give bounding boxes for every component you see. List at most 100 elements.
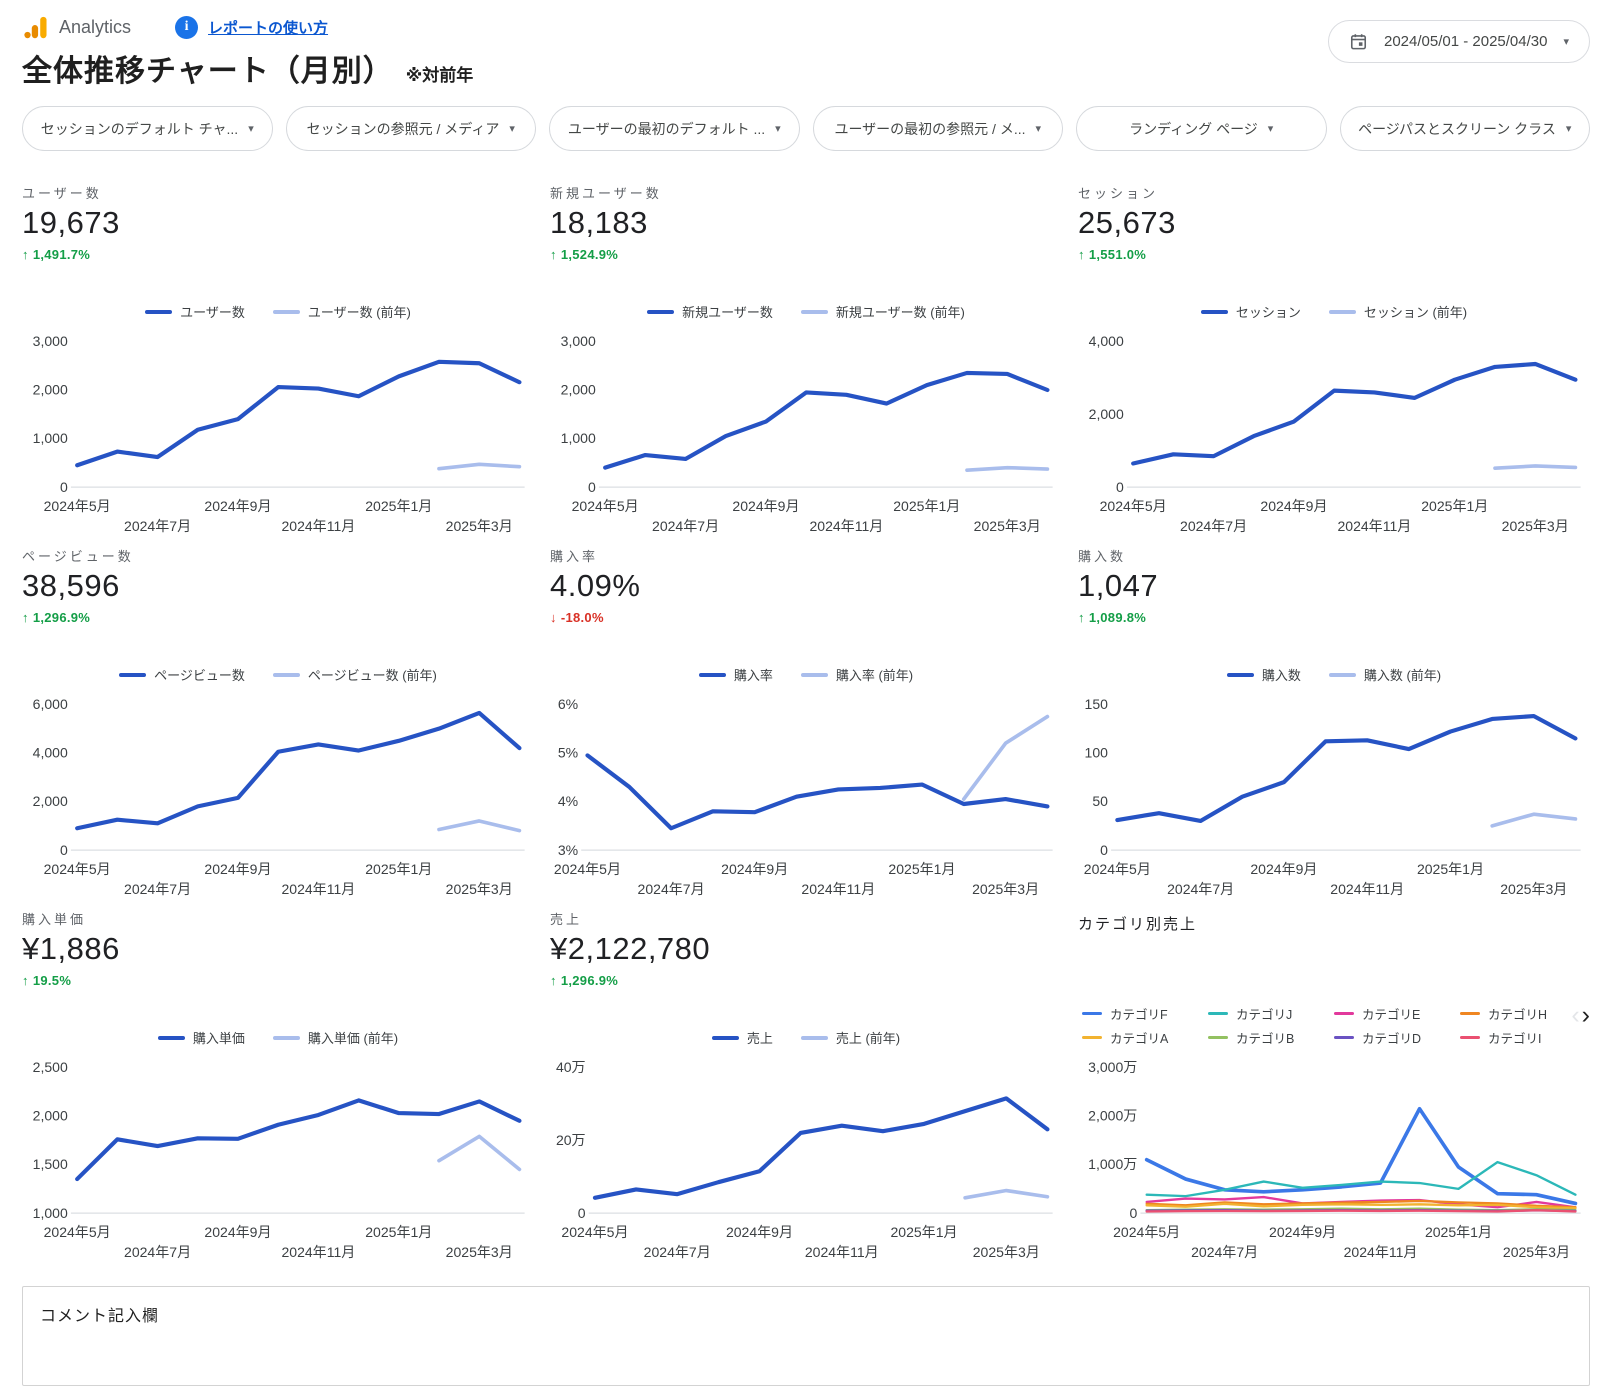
svg-text:2024年5月: 2024年5月 xyxy=(44,1224,111,1240)
svg-text:3%: 3% xyxy=(558,842,578,858)
legend-label: カテゴリJ xyxy=(1236,1008,1293,1022)
chart-card-header: セッション 25,673 ↑ 1,551.0% xyxy=(1078,183,1590,275)
legend-item: 新規ユーザー数 xyxy=(647,302,773,321)
svg-text:2024年11月: 2024年11月 xyxy=(1337,518,1411,534)
delta-up-icon: ↑ xyxy=(1078,610,1085,625)
legend-item: 売上 (前年) xyxy=(800,1028,900,1047)
help-link[interactable]: レポートの使い方 xyxy=(208,19,329,37)
legend-item: カテゴリE xyxy=(1334,1004,1460,1023)
svg-text:2024年9月: 2024年9月 xyxy=(204,861,271,877)
legend-label: 購入数 xyxy=(1261,668,1301,683)
svg-text:2024年9月: 2024年9月 xyxy=(1269,1224,1336,1240)
svg-text:3,000: 3,000 xyxy=(33,333,68,349)
delta-up-icon: ↑ xyxy=(1078,247,1085,262)
chart-card-unit-price: 購入単価 ¥1,886 ↑ 19.5% 購入単価 購入単価 (前年) 1,000 1,500 2… xyxy=(22,903,534,1266)
svg-text:2024年7月: 2024年7月 xyxy=(638,881,705,897)
title-row: 全体推移チャート（月別） ※対前年 xyxy=(22,46,1590,90)
kpi-delta: ↑ 1,296.9% xyxy=(550,973,1062,988)
legend-nav: ‹ › xyxy=(1571,1003,1590,1028)
legend-label: ユーザー数 (前年) xyxy=(307,305,411,320)
svg-text:2025年3月: 2025年3月 xyxy=(1500,881,1567,897)
legend-row: ページビュー数 ページビュー数 (前年) xyxy=(119,665,437,684)
chart-card-revenue: 売上 ¥2,122,780 ↑ 1,296.9% 売上 売上 (前年) 0 20万 40万 202… xyxy=(550,903,1062,1266)
svg-text:2024年11月: 2024年11月 xyxy=(805,1244,879,1260)
svg-text:2025年1月: 2025年1月 xyxy=(1417,861,1484,877)
kpi-delta-value: 1,524.9% xyxy=(560,247,619,262)
kpi-delta: ↑ 1,551.0% xyxy=(1078,247,1590,262)
legend-label: ページビュー数 xyxy=(154,668,245,683)
filter-dropdown-4[interactable]: ユーザーの最初の参照元 / メ... ▾ xyxy=(812,106,1063,151)
legend-label: ページビュー数 (前年) xyxy=(307,668,437,683)
filter-dropdown-2[interactable]: セッションの参照元 / メディア ▾ xyxy=(285,106,536,151)
svg-text:2024年11月: 2024年11月 xyxy=(1330,881,1404,897)
kpi-value: 4.09% xyxy=(550,568,641,603)
legend-prev-icon[interactable]: ‹ xyxy=(1571,1001,1580,1029)
legend-label: 購入率 xyxy=(733,668,773,683)
legend-item: 購入数 (前年) xyxy=(1328,665,1441,684)
info-icon[interactable]: i xyxy=(175,15,199,39)
svg-text:2024年5月: 2024年5月 xyxy=(1113,1224,1180,1240)
kpi-value: ¥1,886 xyxy=(22,931,120,966)
comment-box[interactable]: コメント記入欄 xyxy=(22,1286,1590,1386)
legend-swatch xyxy=(1328,309,1356,314)
legend-item: カテゴリA xyxy=(1082,1028,1208,1047)
kpi-delta-value: -18.0% xyxy=(560,610,604,625)
svg-text:2025年1月: 2025年1月 xyxy=(890,1224,957,1240)
kpi-delta-value: 1,089.8% xyxy=(1088,610,1147,625)
svg-text:6,000: 6,000 xyxy=(33,696,68,712)
caret-down-icon: ▾ xyxy=(509,123,515,135)
kpi-label: セッション xyxy=(1078,186,1159,201)
svg-text:2024年11月: 2024年11月 xyxy=(281,518,355,534)
kpi-label: ページビュー数 xyxy=(22,549,134,564)
kpi-label: 購入単価 xyxy=(22,912,87,927)
line-chart-pageviews: 0 2,000 4,000 6,000 2024年5月 2024年7月 2024年9月 202… xyxy=(33,696,525,897)
legend-swatch xyxy=(1208,1012,1228,1015)
filter-dropdown-6[interactable]: ページパスとスクリーン クラス ▾ xyxy=(1339,106,1590,151)
svg-text:1,500: 1,500 xyxy=(33,1156,68,1172)
filter-dropdown-1[interactable]: セッションのデフォルト チャ... ▾ xyxy=(22,106,273,151)
svg-text:2025年1月: 2025年1月 xyxy=(365,498,432,514)
svg-text:2024年11月: 2024年11月 xyxy=(809,518,883,534)
chart-legend: 購入単価 購入単価 (前年) xyxy=(22,1001,534,1055)
delta-up-icon: ↑ xyxy=(550,247,557,262)
filter-dropdown-3[interactable]: ユーザーの最初のデフォルト ... ▾ xyxy=(549,106,800,151)
chart-legend: カテゴリF カテゴリJ カテゴリE カテゴリH カテゴリA カテゴリB カテゴリD カテゴリI xyxy=(1078,1001,1590,1055)
legend-row: ユーザー数 ユーザー数 (前年) xyxy=(145,302,411,321)
svg-text:6%: 6% xyxy=(558,696,578,712)
line-chart-revenue: 0 20万 40万 2024年5月 2024年7月 2024年9月 2024年11月 2025… xyxy=(556,1059,1053,1260)
svg-text:4,000: 4,000 xyxy=(33,745,68,761)
legend-swatch xyxy=(1460,1012,1480,1015)
legend-label: カテゴリI xyxy=(1488,1032,1542,1046)
legend-label: ユーザー数 xyxy=(180,305,245,320)
legend-swatch xyxy=(1226,672,1254,677)
caret-down-icon: ▾ xyxy=(1035,123,1042,135)
chart-legend: 売上 売上 (前年) xyxy=(550,1001,1062,1055)
delta-up-icon: ↑ xyxy=(550,973,557,988)
legend-swatch xyxy=(1328,672,1356,677)
legend-item: ユーザー数 (前年) xyxy=(272,302,411,321)
kpi-delta-value: 1,551.0% xyxy=(1088,247,1147,262)
delta-up-icon: ↑ xyxy=(22,247,29,262)
chart-card-header: 購入率 4.09% ↓ -18.0% xyxy=(550,546,1062,638)
legend-item: 購入単価 xyxy=(157,1028,245,1047)
legend-item: カテゴリD xyxy=(1334,1028,1460,1047)
legend-item: カテゴリJ xyxy=(1208,1004,1334,1023)
svg-text:2024年5月: 2024年5月 xyxy=(572,498,639,514)
svg-text:2025年1月: 2025年1月 xyxy=(365,861,432,877)
chart-card-header: ページビュー数 38,596 ↑ 1,296.9% xyxy=(22,546,534,638)
date-range-picker[interactable]: 2024/05/01 - 2025/04/30 ▾ xyxy=(1327,20,1590,63)
filter-dropdown-5[interactable]: ランディング ページ ▾ xyxy=(1076,106,1327,151)
caret-down-icon: ▾ xyxy=(1267,123,1274,135)
svg-text:2025年1月: 2025年1月 xyxy=(893,498,960,514)
svg-text:2025年3月: 2025年3月 xyxy=(974,518,1041,534)
legend-next-icon[interactable]: › xyxy=(1581,1001,1590,1029)
legend-label: カテゴリF xyxy=(1110,1008,1168,1022)
legend-swatch xyxy=(272,672,300,677)
legend-item: 購入率 (前年) xyxy=(800,665,913,684)
chart-legend: ユーザー数 ユーザー数 (前年) xyxy=(22,275,534,329)
svg-text:2024年9月: 2024年9月 xyxy=(204,498,271,514)
line-chart-sessions: 0 2,000 4,000 2024年5月 2024年7月 2024年9月 2024年11月… xyxy=(1089,333,1581,534)
line-chart-unit-price: 1,000 1,500 2,000 2,500 2024年5月 2024年7月 2024年9… xyxy=(33,1059,525,1260)
legend-item: ページビュー数 xyxy=(119,665,245,684)
svg-text:2025年3月: 2025年3月 xyxy=(446,881,513,897)
